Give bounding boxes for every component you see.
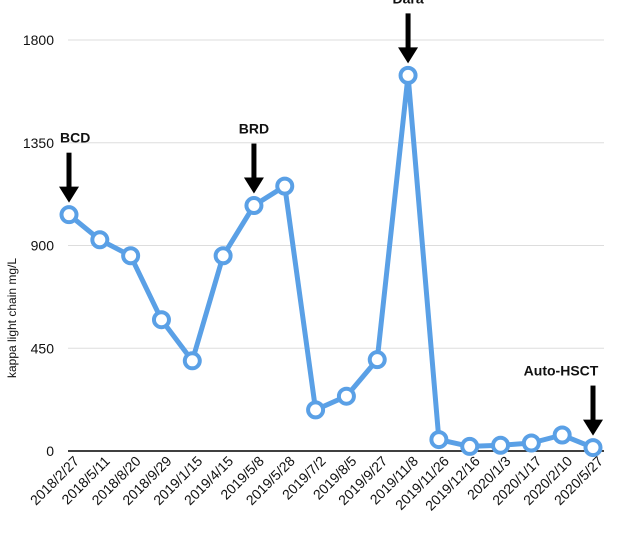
y-tick-label: 1350 xyxy=(23,135,54,151)
data-point xyxy=(90,230,110,250)
y-tick-label: 900 xyxy=(31,238,55,254)
data-point xyxy=(121,246,141,266)
data-point xyxy=(429,430,449,450)
data-point xyxy=(491,435,511,455)
data-point xyxy=(398,65,418,85)
y-axis-title: kappa light chain mg/L xyxy=(5,258,19,378)
y-tick-label: 0 xyxy=(46,443,54,459)
annotation-label: Auto-HSCT xyxy=(524,363,599,379)
data-point xyxy=(182,351,202,371)
x-axis-ticks: 2018/2/272018/5/112018/8/202018/9/292019… xyxy=(27,453,607,514)
y-tick-label: 1800 xyxy=(23,32,54,48)
annotation-arrow-head xyxy=(59,186,79,203)
data-point xyxy=(336,386,356,406)
data-point xyxy=(306,400,326,420)
data-point xyxy=(367,350,387,370)
data-point xyxy=(521,433,541,453)
annotation-arrow-head xyxy=(398,47,419,64)
data-point xyxy=(59,205,79,225)
data-point xyxy=(552,425,572,445)
grid-lines xyxy=(68,39,604,349)
series-line xyxy=(67,72,594,450)
data-point xyxy=(244,196,264,216)
annotation-arrow-head xyxy=(243,177,264,194)
y-tick-label: 450 xyxy=(31,340,55,356)
annotation-label: BCD xyxy=(60,130,90,146)
annotation-arrow-head xyxy=(583,419,603,436)
data-point xyxy=(151,310,171,330)
series-kappa xyxy=(59,65,603,458)
y-axis-ticks: 0 450 900 1350 1800 xyxy=(23,32,54,459)
data-point xyxy=(460,436,480,456)
annotation-label: BRD xyxy=(239,121,269,137)
annotation-label: Dara xyxy=(392,0,423,6)
data-point xyxy=(583,438,603,458)
data-point xyxy=(213,246,233,266)
data-point xyxy=(275,176,295,196)
annotations: BCD BRD Dara Auto-HSCT xyxy=(59,0,603,436)
